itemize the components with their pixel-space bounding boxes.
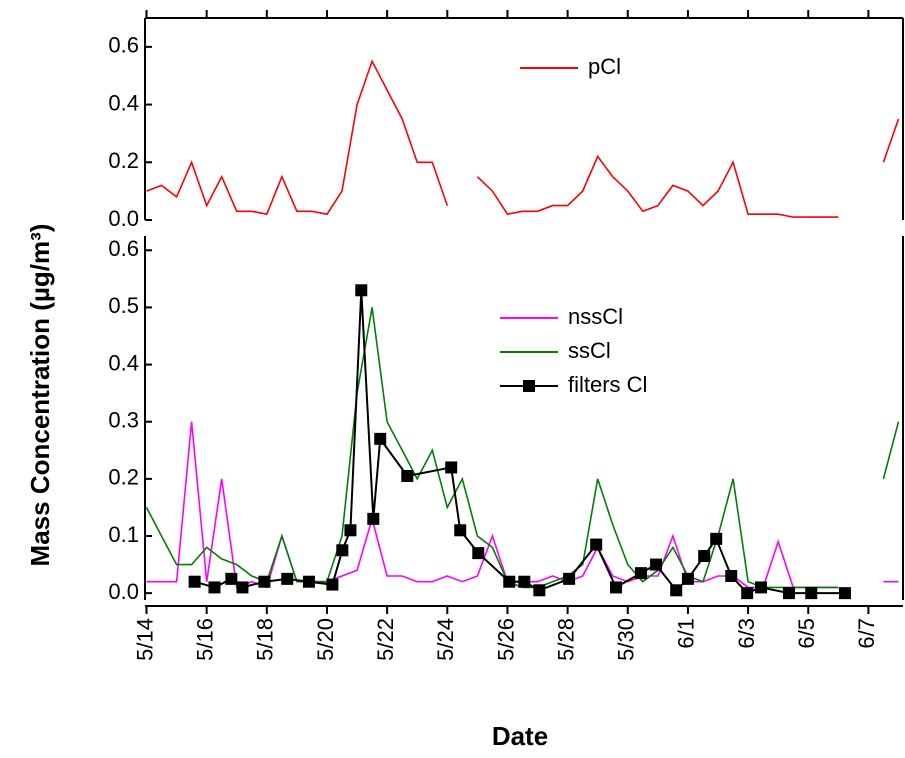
marker bbox=[650, 558, 663, 571]
legend-label: pCl bbox=[588, 54, 621, 79]
marker bbox=[610, 581, 623, 594]
series-line bbox=[146, 421, 899, 589]
series-line bbox=[145, 307, 900, 589]
y-tick-label: 0.3 bbox=[108, 408, 139, 433]
marker bbox=[236, 581, 249, 594]
series-line bbox=[146, 59, 900, 218]
marker bbox=[355, 284, 368, 297]
marker bbox=[503, 575, 516, 588]
y-tick-label: 0.2 bbox=[108, 148, 139, 173]
marker bbox=[698, 550, 711, 562]
y-tick-label: 0.6 bbox=[108, 236, 139, 261]
marker bbox=[374, 432, 387, 445]
marker bbox=[225, 572, 238, 585]
marker bbox=[367, 512, 380, 525]
marker bbox=[326, 578, 339, 591]
marker bbox=[188, 575, 201, 588]
x-tick-label: 5/30 bbox=[614, 618, 639, 661]
marker bbox=[518, 575, 531, 588]
y-tick-label: 0.6 bbox=[108, 33, 139, 58]
marker bbox=[472, 547, 485, 560]
x-tick-label: 5/20 bbox=[313, 618, 338, 661]
x-tick-label: 5/28 bbox=[553, 618, 578, 661]
marker bbox=[725, 570, 738, 582]
x-axis-label: Date bbox=[492, 721, 548, 751]
legend-label: ssCl bbox=[568, 338, 611, 363]
marker bbox=[281, 572, 294, 585]
x-tick-label: 5/22 bbox=[373, 618, 398, 661]
marker bbox=[302, 575, 315, 588]
marker bbox=[336, 544, 349, 557]
y-tick-label: 0.0 bbox=[108, 206, 139, 231]
marker bbox=[805, 587, 818, 600]
marker bbox=[755, 581, 768, 594]
marker bbox=[258, 575, 271, 588]
marker bbox=[590, 538, 603, 551]
marker bbox=[741, 587, 754, 600]
y-tick-label: 0.1 bbox=[108, 522, 139, 547]
x-tick-label: 5/18 bbox=[253, 618, 278, 661]
x-tick-label: 5/24 bbox=[433, 618, 458, 661]
marker bbox=[838, 587, 851, 600]
series-line bbox=[194, 290, 845, 595]
x-tick-label: 6/5 bbox=[794, 618, 819, 649]
marker bbox=[401, 470, 414, 482]
x-tick-label: 5/16 bbox=[192, 618, 217, 661]
marker bbox=[681, 572, 694, 585]
x-tick-label: 5/14 bbox=[132, 618, 157, 661]
x-tick-label: 6/7 bbox=[854, 618, 879, 649]
y-tick-label: 0.4 bbox=[108, 90, 139, 115]
marker bbox=[208, 581, 221, 594]
legend-marker bbox=[523, 380, 535, 392]
marker bbox=[563, 572, 576, 585]
y-tick-label: 0.5 bbox=[108, 293, 139, 318]
y-axis-label: Mass Concentration (µg/m³) bbox=[25, 224, 55, 567]
y-tick-label: 0.0 bbox=[108, 579, 139, 604]
marker bbox=[670, 584, 683, 597]
legend-label: nssCl bbox=[568, 304, 623, 329]
marker bbox=[533, 584, 546, 597]
marker bbox=[454, 524, 467, 537]
legend-label: filters Cl bbox=[568, 372, 647, 397]
y-tick-label: 0.2 bbox=[108, 465, 139, 490]
marker bbox=[710, 532, 723, 545]
x-tick-label: 6/1 bbox=[674, 618, 699, 649]
x-tick-label: 6/3 bbox=[734, 618, 759, 649]
x-tick-label: 5/26 bbox=[493, 618, 518, 661]
y-tick-label: 0.4 bbox=[108, 350, 139, 375]
marker bbox=[344, 524, 357, 537]
marker bbox=[445, 461, 458, 474]
marker bbox=[635, 567, 648, 580]
marker bbox=[782, 587, 795, 600]
